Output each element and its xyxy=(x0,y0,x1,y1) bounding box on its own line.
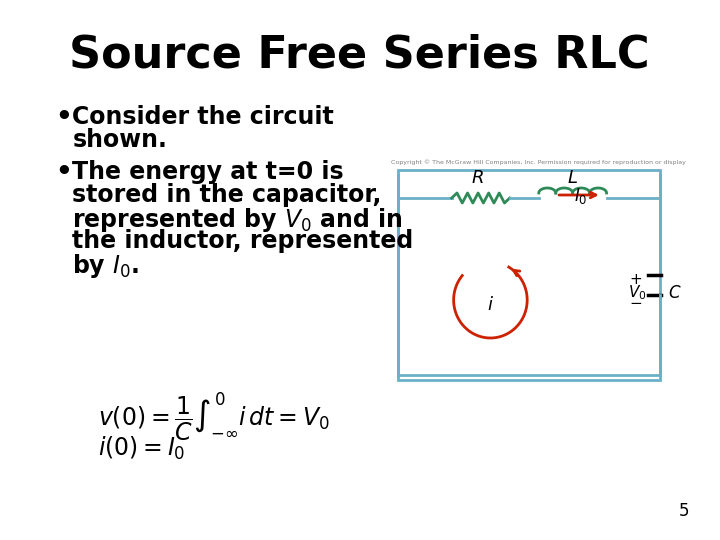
Text: •: • xyxy=(55,105,71,131)
Text: $C$: $C$ xyxy=(667,284,681,302)
Text: represented by $V_0$ and in: represented by $V_0$ and in xyxy=(72,206,403,234)
Text: $R$: $R$ xyxy=(472,169,485,187)
Text: +: + xyxy=(629,272,642,287)
Text: 5: 5 xyxy=(678,502,689,520)
Text: $V_0$: $V_0$ xyxy=(628,284,647,302)
Bar xyxy=(398,170,660,380)
Text: Source Free Series RLC: Source Free Series RLC xyxy=(69,33,650,77)
Text: $i(0) = I_0$: $i(0) = I_0$ xyxy=(99,435,186,462)
Text: •: • xyxy=(55,160,71,186)
Text: −: − xyxy=(629,295,642,310)
Text: $i$: $i$ xyxy=(487,296,494,314)
Text: the inductor, represented: the inductor, represented xyxy=(72,229,413,253)
Text: $v(0) = \dfrac{1}{C}\int_{-\infty}^{0} i\,dt = V_0$: $v(0) = \dfrac{1}{C}\int_{-\infty}^{0} i… xyxy=(99,390,330,443)
Text: Consider the circuit: Consider the circuit xyxy=(72,105,334,129)
Text: $L$: $L$ xyxy=(567,169,578,187)
Text: The energy at t=0 is: The energy at t=0 is xyxy=(72,160,344,184)
Text: $I_0$: $I_0$ xyxy=(574,186,588,206)
Text: by $I_0$.: by $I_0$. xyxy=(72,252,140,280)
Text: stored in the capacitor,: stored in the capacitor, xyxy=(72,183,382,207)
Text: shown.: shown. xyxy=(72,128,167,152)
Text: Copyright © The McGraw Hill Companies, Inc. Permission required for reproduction: Copyright © The McGraw Hill Companies, I… xyxy=(392,159,686,165)
